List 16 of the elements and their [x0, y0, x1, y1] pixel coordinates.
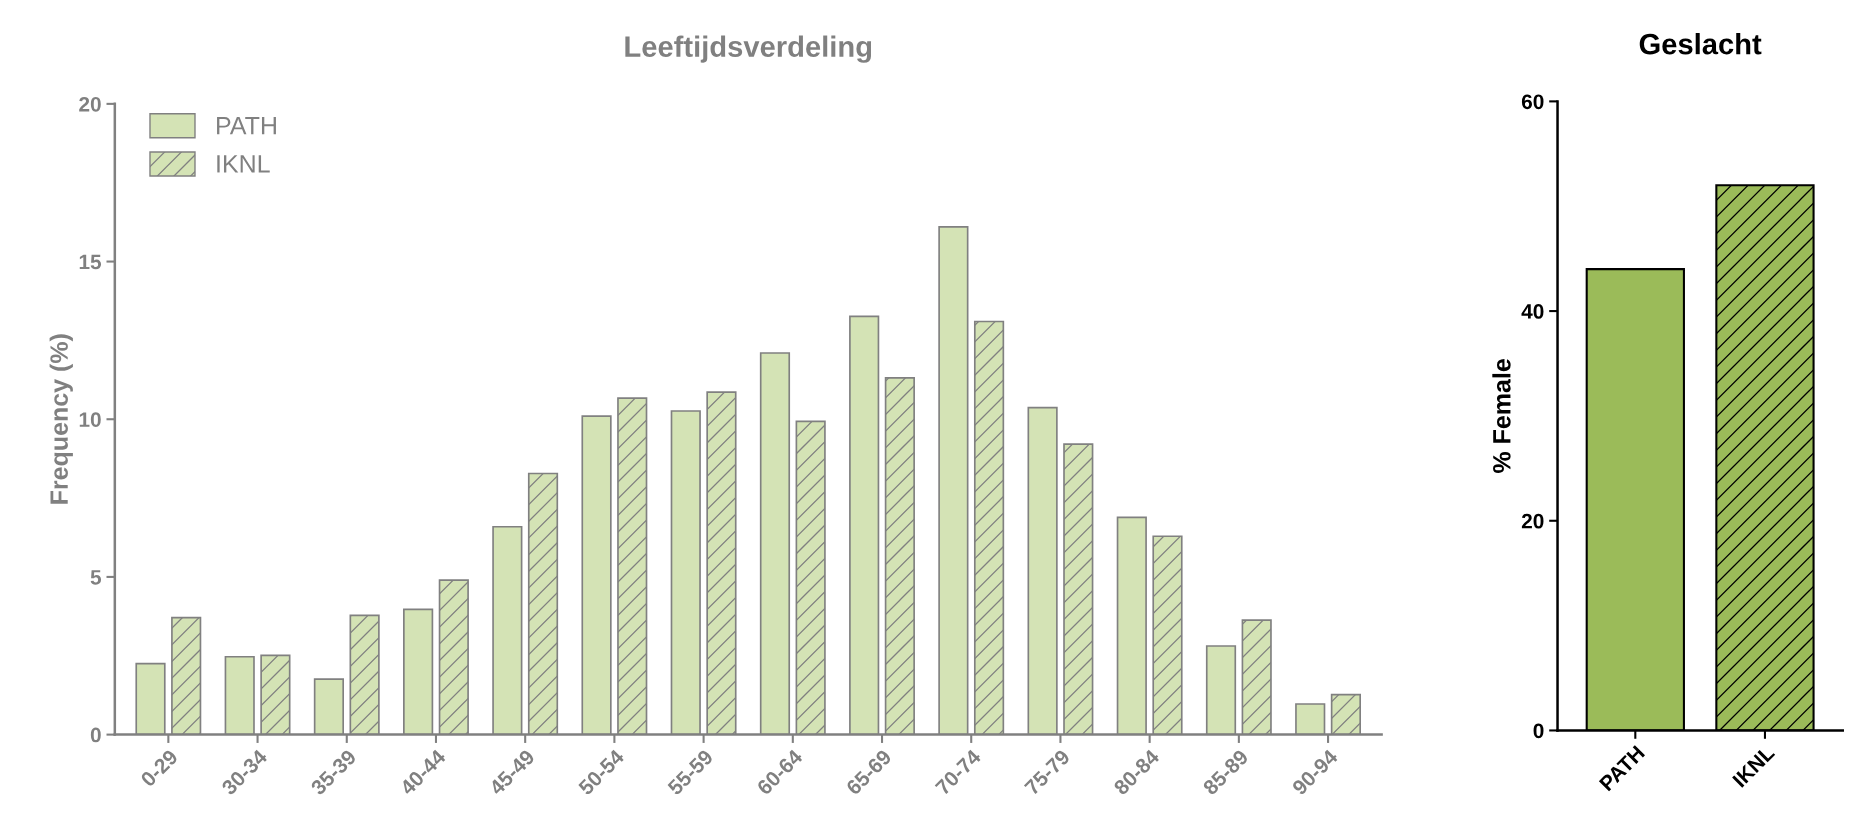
y-tick-label: 20 [1521, 513, 1544, 529]
legend-label: PATH [217, 117, 276, 135]
y-tick-label: 40 [1521, 304, 1544, 319]
y-tick-label: 0 [90, 727, 101, 743]
legend-label: IKNL [217, 155, 270, 173]
y-axis-title: % Female [1492, 359, 1511, 473]
y-axis-title: Frequency (%) [49, 334, 73, 504]
y-tick-label: 5 [90, 570, 102, 585]
y-tick-label: 10 [79, 412, 101, 427]
y-tick-label: 0 [1533, 723, 1544, 739]
y-tick-label: 20 [79, 96, 101, 112]
y-tick-label: 60 [1521, 94, 1544, 110]
chart-title: Geslacht [1639, 33, 1762, 55]
chart-title: Leeftijdsverdeling [625, 35, 872, 63]
x-tick-label: 0-29 [139, 748, 179, 788]
y-tick-label: 15 [79, 254, 102, 270]
